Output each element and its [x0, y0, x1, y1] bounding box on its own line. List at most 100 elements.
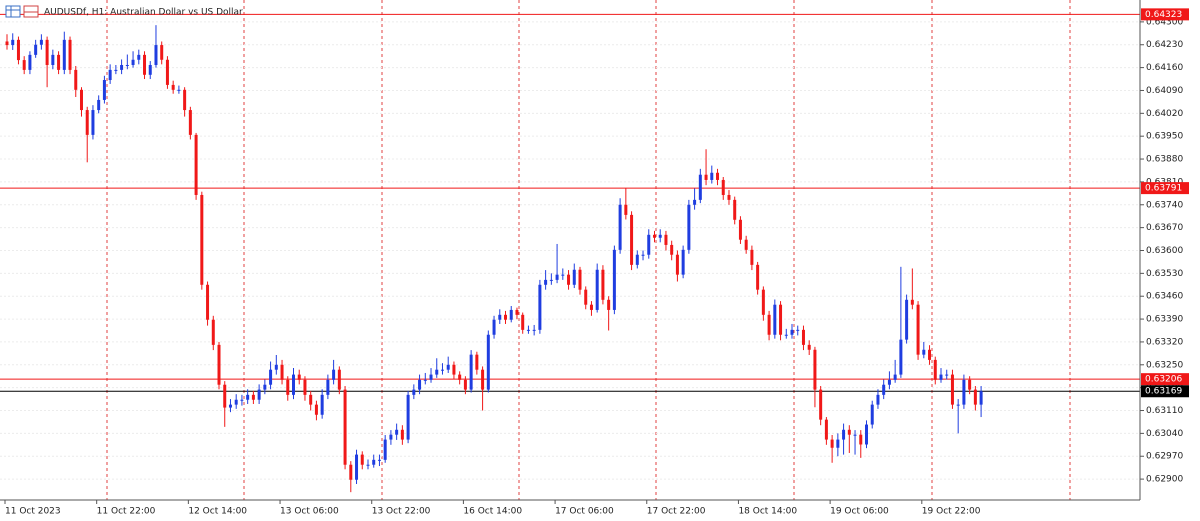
candle-body	[973, 389, 977, 405]
candle-body	[251, 394, 255, 400]
candle-body	[22, 60, 26, 70]
candle-body	[945, 374, 949, 376]
candle-body	[618, 204, 622, 250]
candle-body	[320, 394, 324, 415]
candle-body	[738, 219, 742, 240]
candle-body	[853, 434, 857, 436]
x-tick-label: 18 Oct 14:00	[738, 507, 797, 517]
candle-body	[125, 64, 129, 66]
x-tick-label: 11 Oct 2023	[5, 507, 61, 517]
x-tick-label: 11 Oct 22:00	[97, 507, 156, 517]
y-tick-label: 0.63390	[1146, 315, 1183, 325]
candle-body	[933, 359, 937, 380]
candle-body	[544, 279, 548, 285]
candle-body	[68, 39, 72, 70]
candle-body	[716, 172, 720, 180]
candle-body	[143, 54, 147, 75]
candle-body	[526, 329, 530, 331]
level-label-box	[1141, 8, 1189, 21]
candle-body	[458, 374, 462, 380]
candle-body	[11, 39, 15, 46]
candle-body	[538, 284, 542, 330]
candle-body	[721, 179, 725, 195]
candle-body	[171, 84, 175, 90]
candle-body	[274, 364, 278, 370]
candle-body	[177, 89, 181, 91]
y-tick-label: 0.63040	[1146, 429, 1183, 439]
candle-body	[681, 249, 685, 275]
candle-body	[515, 309, 519, 315]
candle-body	[939, 374, 943, 380]
candle-body	[389, 434, 393, 440]
candle-body	[595, 269, 599, 310]
candle-body	[337, 369, 341, 390]
candle-body	[641, 254, 645, 256]
candle-body	[819, 389, 823, 420]
candle-body	[91, 110, 95, 135]
candle-body	[492, 319, 496, 335]
y-tick-label: 0.63530	[1146, 269, 1183, 279]
candle-body	[349, 464, 353, 480]
candle-body	[51, 54, 55, 65]
candle-body	[34, 44, 38, 55]
candle-body	[332, 369, 336, 380]
candle-body	[847, 429, 851, 435]
level-label: 0.63169	[1145, 387, 1182, 397]
candle-body	[779, 304, 783, 335]
candle-body	[418, 379, 422, 390]
candle-body	[206, 284, 210, 320]
candle-body	[45, 39, 49, 65]
candle-body	[578, 269, 582, 290]
candle-body	[406, 394, 410, 440]
candle-body	[882, 384, 886, 395]
candle-body	[372, 459, 376, 465]
level-labels: 0.64323 0.63791 0.63206 0.63169	[1141, 8, 1189, 398]
candle-body	[733, 199, 737, 220]
candle-body	[314, 404, 318, 415]
candle-body	[710, 172, 714, 180]
candle-body	[452, 364, 456, 375]
candle-body	[801, 329, 805, 345]
candle-body	[887, 379, 891, 385]
y-tick-label: 0.63460	[1146, 292, 1183, 302]
y-tick-label: 0.64300	[1146, 17, 1183, 27]
candle-body	[366, 464, 370, 466]
candle-body	[658, 234, 662, 238]
candle-body	[807, 344, 811, 350]
y-tick-label: 0.63320	[1146, 337, 1183, 347]
candle-body	[154, 45, 158, 65]
x-tick-label: 19 Oct 22:00	[922, 507, 981, 517]
candle-body	[968, 379, 972, 390]
candle-body	[647, 234, 651, 255]
y-tick-label: 0.64230	[1146, 40, 1183, 50]
y-tick-label: 0.63740	[1146, 200, 1183, 210]
x-tick-label: 19 Oct 06:00	[830, 507, 889, 517]
candle-body	[297, 374, 301, 380]
candle-body	[756, 264, 760, 290]
candle-body	[899, 339, 903, 375]
level-label-box	[1141, 182, 1189, 195]
candle-body	[475, 354, 479, 370]
candle-body	[761, 289, 765, 315]
candle-body	[200, 194, 204, 285]
candle-body	[183, 89, 187, 111]
candle-body	[555, 274, 559, 280]
candle-body	[744, 239, 748, 250]
title-icon	[5, 5, 39, 18]
candle-body	[463, 379, 467, 390]
candle-body	[28, 54, 32, 70]
candle-body	[784, 334, 788, 336]
x-tick-label: 17 Oct 22:00	[647, 507, 706, 517]
candle-body	[292, 374, 295, 395]
candle-body	[956, 404, 960, 406]
candle-body	[601, 269, 605, 300]
levels	[0, 13, 1140, 392]
candle-body	[263, 384, 267, 390]
candle-body	[39, 39, 43, 45]
candle-body	[74, 69, 78, 90]
candle-body	[693, 199, 697, 205]
x-tick-label: 17 Oct 06:00	[555, 507, 614, 517]
candle-body	[217, 344, 221, 385]
